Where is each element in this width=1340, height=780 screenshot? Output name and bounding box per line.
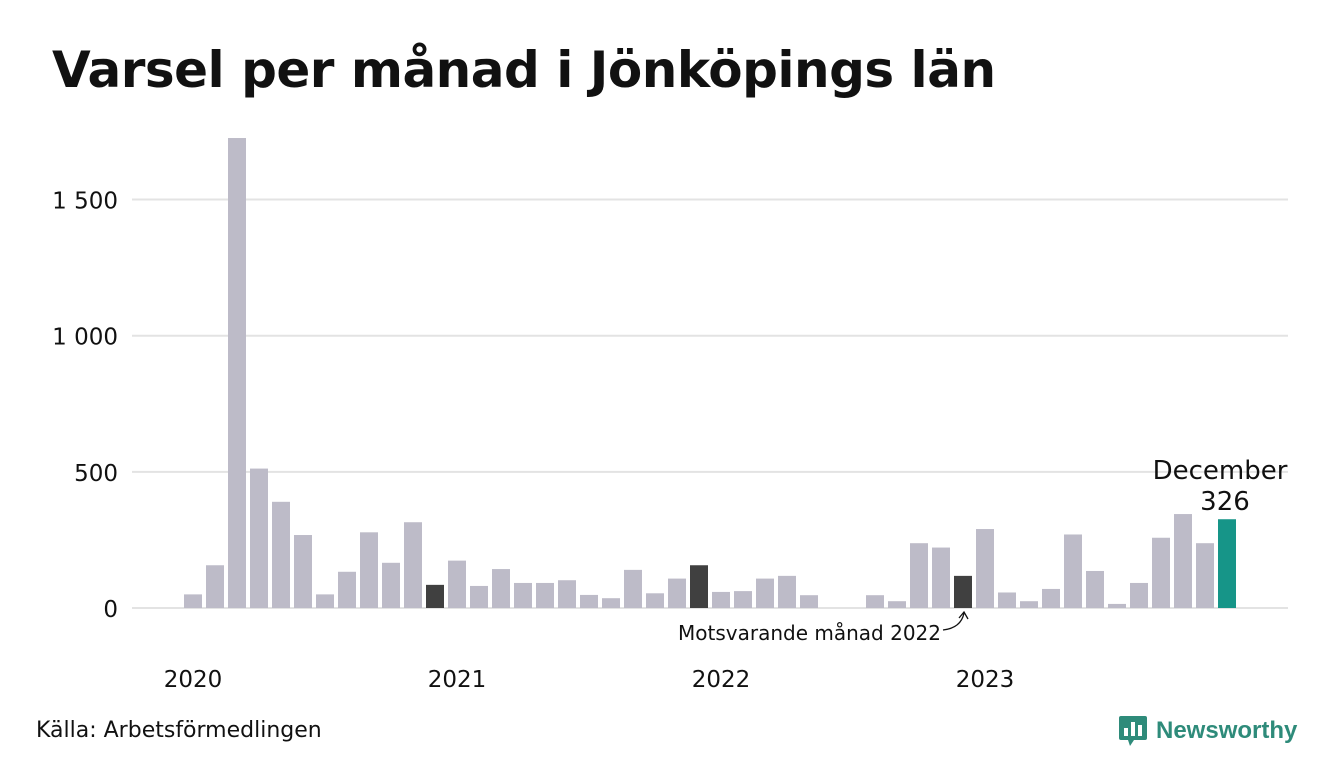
bar (1064, 534, 1082, 608)
bar (734, 591, 752, 608)
bar (184, 594, 202, 608)
bar (360, 532, 378, 608)
bar-comparison (426, 584, 444, 608)
brand-logo: Newsworthy (1118, 714, 1297, 748)
bar (778, 575, 796, 608)
bar (338, 571, 356, 608)
x-tick-label: 2023 (956, 667, 1015, 693)
bar (712, 591, 730, 608)
latest-value-label: 326 (1200, 487, 1250, 517)
comparison-annotation-label: Motsvarande månad 2022 (678, 621, 941, 645)
comparison-arrow (942, 612, 965, 631)
bar (976, 529, 994, 608)
bar (1130, 582, 1148, 608)
y-tick-label: 1 500 (52, 189, 118, 215)
bar (1086, 570, 1104, 608)
bar (492, 569, 510, 608)
bar (250, 468, 268, 608)
bar (800, 595, 818, 608)
bar (602, 598, 620, 608)
y-tick-label: 1 000 (52, 325, 118, 351)
bar (866, 595, 884, 608)
bar (1152, 537, 1170, 608)
bar (624, 569, 642, 608)
bar (294, 535, 312, 608)
x-tick-label: 2020 (164, 667, 223, 693)
bar (580, 594, 598, 608)
bar (1108, 603, 1126, 608)
bar-comparison (690, 565, 708, 608)
bar (448, 560, 466, 608)
x-tick-label: 2022 (692, 667, 751, 693)
bar (470, 585, 488, 608)
bar (668, 578, 686, 608)
bar (404, 522, 422, 608)
bar (888, 601, 906, 608)
bar (514, 582, 532, 608)
bar (910, 543, 928, 608)
bar (272, 501, 290, 608)
annotations: Motsvarande månad 2022 December 326 (678, 456, 1288, 645)
y-axis-tick-labels: 0 500 1 000 1 500 (52, 189, 118, 623)
bar (1042, 588, 1060, 608)
y-tick-label: 0 (103, 597, 118, 623)
x-tick-label: 2021 (428, 667, 487, 693)
bar (756, 578, 774, 608)
bar (558, 580, 576, 608)
bar (932, 547, 950, 608)
bar (1196, 543, 1214, 608)
bar-series (184, 138, 1236, 608)
bar-comparison (954, 575, 972, 608)
bar-highlight (1218, 519, 1236, 608)
bar (1020, 601, 1038, 608)
bar (1174, 514, 1192, 608)
bar (316, 594, 334, 608)
chart-title: Varsel per månad i Jönköpings län (52, 41, 996, 99)
bar (998, 592, 1016, 608)
source-note: Källa: Arbetsförmedlingen (36, 718, 322, 743)
bar (646, 593, 664, 608)
bar-chart-speech-bubble-icon (1119, 716, 1147, 746)
bar (206, 565, 224, 608)
latest-month-label: December (1153, 456, 1288, 486)
bar (382, 562, 400, 608)
y-tick-label: 500 (74, 461, 118, 487)
x-axis-tick-labels: 2020 2021 2022 2023 (164, 667, 1015, 693)
bar (228, 138, 246, 608)
comparison-arrowhead (958, 610, 969, 620)
bar (536, 582, 554, 608)
brand-name: Newsworthy (1156, 717, 1298, 744)
